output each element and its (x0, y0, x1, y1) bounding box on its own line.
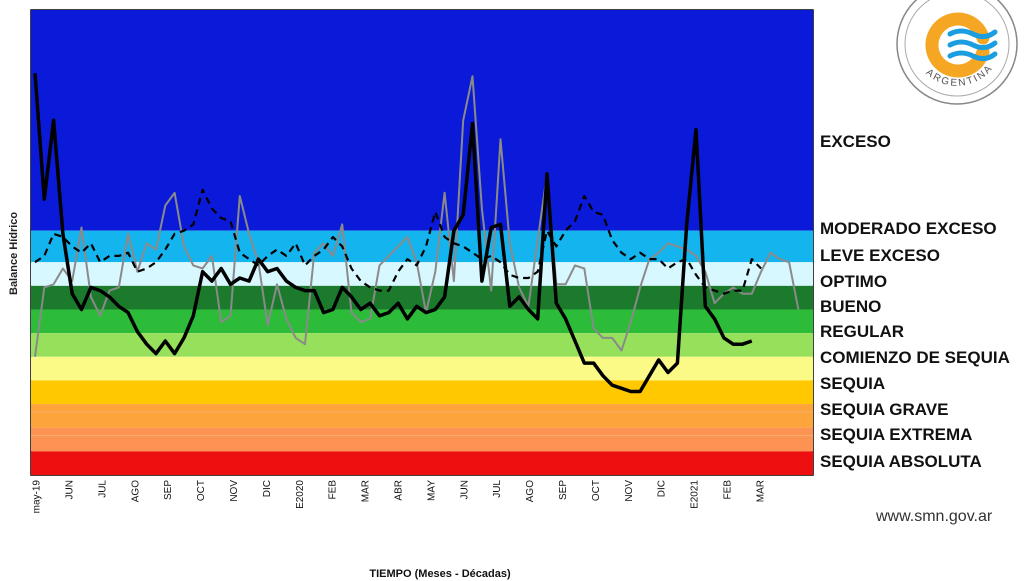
category-label-comienzo-de-sequia: COMIENZO DE SEQUIA (820, 348, 1010, 367)
y-axis-label: Balance Hídrico (8, 211, 20, 295)
category-bands (30, 9, 814, 476)
band-sequia (31, 380, 813, 405)
category-label-optimo: OPTIMO (820, 272, 888, 291)
x-tick-label: JUL (97, 480, 108, 498)
category-label-sequia-grave: SEQUIA GRAVE (820, 400, 949, 419)
band-optimo (31, 285, 813, 310)
x-axis-label: TIEMPO (Meses - Décadas) (369, 568, 511, 580)
band-moderado-exceso (31, 230, 813, 263)
band-comienzo-de-sequia (31, 356, 813, 381)
x-tick-label: OCT (591, 480, 602, 501)
x-tick-label: DIC (262, 480, 273, 497)
category-label-regular: REGULAR (820, 322, 905, 341)
x-tick-label: DIC (657, 480, 668, 497)
category-label-sequia-absoluta: SEQUIA ABSOLUTA (820, 452, 982, 471)
category-label-sequia-extrema: SEQUIA EXTREMA (820, 425, 973, 444)
category-label-moderado-exceso: MODERADO EXCESO (820, 219, 997, 238)
x-tick-label: MAR (361, 480, 372, 502)
x-tick-label: FEB (723, 480, 734, 500)
x-tick-label: NOV (229, 480, 240, 502)
x-tick-label: JUN (459, 480, 470, 499)
x-tick-label: may-19 (32, 480, 43, 514)
x-tick-label: JUL (492, 480, 503, 498)
category-label-bueno: BUENO (820, 297, 882, 316)
x-tick-label: E2020 (295, 480, 306, 509)
x-tick-label: SEP (163, 480, 174, 500)
band-exceso (31, 10, 813, 231)
x-tick-label: ABR (394, 480, 405, 501)
band-sequia-extrema (31, 427, 813, 452)
x-tick-label: FEB (328, 480, 339, 500)
category-label-leve-exceso: LEVE EXCESO (820, 246, 940, 265)
series-line-solid-gray (34, 75, 800, 357)
series-line-dashed-black (34, 188, 762, 295)
x-tick-label: SEP (558, 480, 569, 500)
x-tick-label: MAR (755, 480, 766, 502)
x-tick-label: OCT (196, 480, 207, 501)
x-axis-ticks: may-19 JUN JUL AGO SEP OCT NOV DIC E2020 FEB MAR AB… (32, 480, 767, 514)
band-sequia-absoluta (31, 451, 813, 475)
band-sequia-grave (31, 404, 813, 428)
smn-logo-icon: ARGENTINA (896, 0, 1018, 105)
x-tick-label: AGO (525, 480, 536, 502)
band-bueno (31, 309, 813, 334)
x-tick-label: AGO (130, 480, 141, 502)
x-tick-label: MAY (426, 480, 437, 501)
category-label-sequia: SEQUIA (820, 374, 886, 393)
x-tick-label: JUN (65, 480, 76, 499)
x-tick-label: NOV (624, 480, 635, 502)
category-label-exceso: EXCESO (820, 132, 891, 151)
website-link[interactable]: www.smn.gov.ar (876, 508, 993, 525)
x-tick-label: E2021 (690, 480, 701, 509)
band-regular (31, 333, 813, 357)
series-lines (33, 72, 800, 394)
series-line-solid-black-thick (33, 72, 753, 394)
